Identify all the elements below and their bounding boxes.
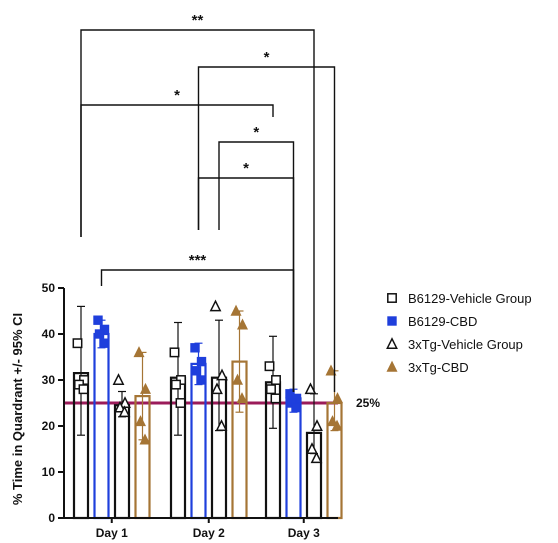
data-point bbox=[266, 384, 276, 395]
data-point bbox=[190, 343, 200, 353]
legend-marker bbox=[386, 337, 398, 349]
data-point bbox=[230, 304, 242, 316]
significance-label: ** bbox=[192, 12, 204, 29]
y-tick-label: 30 bbox=[42, 373, 56, 387]
data-point bbox=[196, 375, 206, 385]
legend-marker bbox=[387, 293, 397, 303]
x-tick-label: Day 1 bbox=[96, 526, 128, 540]
data-point bbox=[171, 379, 181, 390]
significance-bracket bbox=[80, 29, 315, 392]
data-point bbox=[139, 433, 151, 445]
significance-label: * bbox=[253, 124, 259, 141]
y-tick-label: 10 bbox=[42, 465, 56, 479]
data-point bbox=[139, 382, 152, 394]
y-tick-label: 0 bbox=[48, 511, 55, 525]
significance-label: * bbox=[174, 87, 180, 104]
data-point bbox=[118, 405, 131, 418]
data-point bbox=[326, 415, 339, 427]
data-point bbox=[236, 392, 248, 404]
y-tick-label: 40 bbox=[42, 327, 56, 341]
data-point bbox=[310, 451, 323, 464]
significance-bracket bbox=[197, 177, 295, 392]
legend-label: B6129-Vehicle Group bbox=[408, 291, 532, 306]
significance-label: * bbox=[264, 49, 270, 66]
data-point bbox=[99, 338, 109, 348]
data-point bbox=[270, 393, 281, 404]
data-point bbox=[114, 400, 126, 413]
data-point bbox=[291, 402, 301, 413]
data-point bbox=[112, 373, 125, 385]
data-point bbox=[133, 346, 145, 358]
significance-brackets: ********* bbox=[80, 12, 336, 392]
significance-bracket bbox=[197, 66, 336, 392]
legend: B6129-Vehicle Group B6129-CBD 3xTg-Vehicle… bbox=[386, 291, 532, 375]
legend-label: 3xTg-CBD bbox=[408, 360, 469, 375]
bar-b6129-cbd-day-1 bbox=[93, 332, 110, 520]
legend-label: 3xTg-Vehicle Group bbox=[408, 337, 523, 352]
data-point bbox=[231, 373, 244, 385]
data-point bbox=[175, 398, 186, 408]
data-point bbox=[311, 419, 323, 431]
data-point bbox=[331, 392, 344, 404]
bar-3xtg-vehicle-group-day-1 bbox=[113, 404, 131, 520]
data-point bbox=[191, 366, 202, 376]
data-point bbox=[236, 318, 249, 330]
data-point bbox=[196, 356, 207, 367]
axes: 0 10 20 30 40 50 Day 1 Day 2 Day 3 % Time in Quar… bbox=[10, 281, 338, 540]
significance-label: * bbox=[243, 160, 249, 177]
data-point bbox=[264, 361, 275, 372]
y-tick-label: 20 bbox=[42, 419, 56, 433]
y-tick-label: 50 bbox=[42, 281, 56, 295]
data-point bbox=[169, 347, 180, 358]
data-point bbox=[93, 315, 103, 325]
data-point bbox=[271, 375, 281, 385]
data-point bbox=[211, 382, 223, 395]
plot-area: 25% bbox=[64, 299, 380, 520]
legend-marker bbox=[387, 316, 397, 326]
data-point bbox=[304, 382, 317, 395]
data-point bbox=[134, 415, 147, 427]
x-tick-label: Day 2 bbox=[193, 526, 225, 540]
y-axis-title: % Time in Quardrant +/- 95% CI bbox=[10, 313, 25, 505]
data-point bbox=[209, 299, 222, 312]
data-point bbox=[94, 329, 105, 339]
significance-bracket bbox=[218, 141, 295, 392]
data-point bbox=[215, 419, 228, 431]
data-point bbox=[72, 338, 83, 349]
data-point bbox=[216, 368, 228, 381]
reference-line-label: 25% bbox=[356, 396, 380, 410]
data-point bbox=[331, 419, 343, 431]
bar-b6129-cbd-day-3 bbox=[285, 397, 302, 520]
data-point bbox=[78, 384, 89, 395]
bar-b6129-cbd-day-2 bbox=[190, 362, 207, 520]
data-point bbox=[325, 364, 337, 376]
significance-label: *** bbox=[189, 252, 207, 269]
x-tick-label: Day 3 bbox=[288, 526, 320, 540]
legend-marker bbox=[386, 360, 398, 372]
data-point bbox=[306, 442, 318, 454]
legend-label: B6129-CBD bbox=[408, 314, 477, 329]
